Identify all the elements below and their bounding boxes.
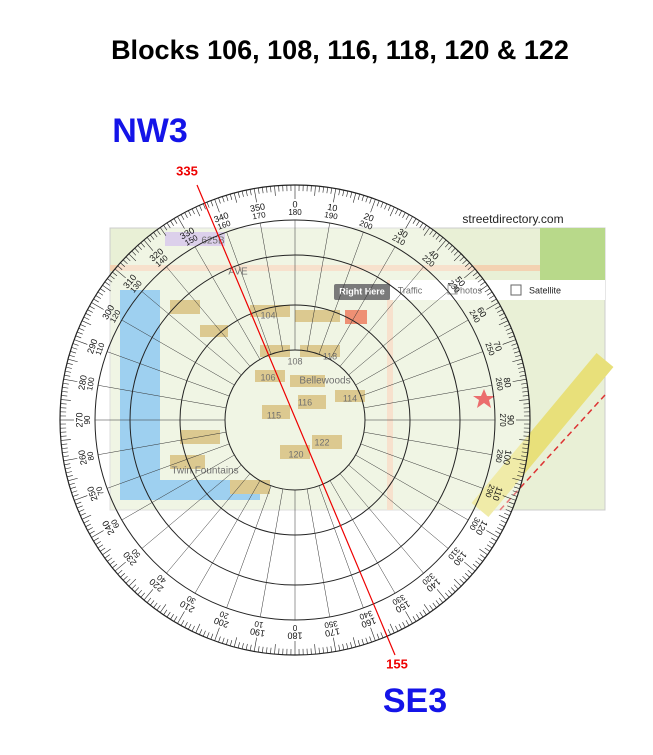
- direction-to: SE3: [383, 682, 447, 720]
- compass-label: 270: [498, 413, 507, 427]
- map-control[interactable]: Satellite: [529, 285, 561, 295]
- map-source: streetdirectory.com: [462, 212, 563, 226]
- bearing-from: 335: [176, 163, 198, 178]
- bearing-to: 155: [386, 656, 408, 671]
- compass-label: 0: [292, 623, 297, 632]
- compass-label: 90: [83, 415, 92, 424]
- direction-from: NW3: [112, 112, 188, 150]
- title: Blocks 106, 108, 116, 118, 120 & 122: [111, 35, 569, 65]
- satellite-checkbox[interactable]: [511, 285, 521, 295]
- compass-label: 180: [288, 208, 302, 217]
